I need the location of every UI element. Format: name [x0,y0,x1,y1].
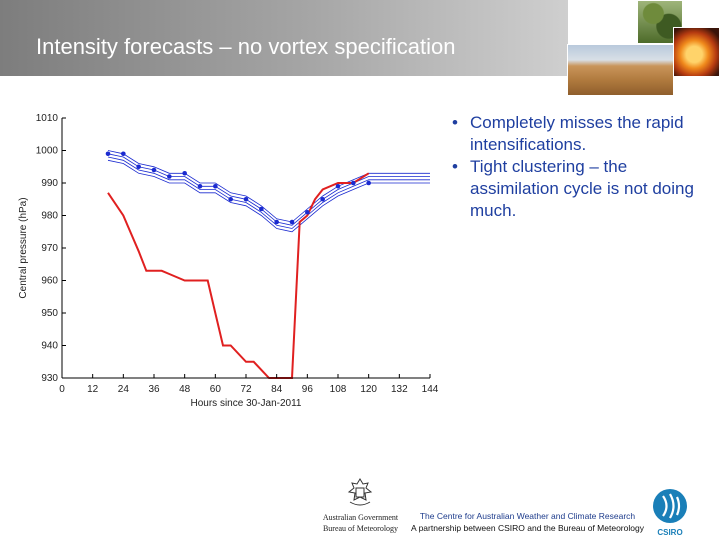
y-tick-label: 1010 [36,113,59,124]
observed-pressure-line [107,172,370,379]
bullet-item: • Completely misses the rapid intensifica… [450,112,695,156]
forecast-point [259,206,264,212]
y-tick-label: 930 [41,373,58,384]
bullet-item: • Tight clustering – the assimilation cyc… [450,156,695,222]
forecast-point [228,196,233,202]
ensemble-member-line [107,150,430,223]
gov-name: Australian Government [322,513,399,522]
plot-lines [107,150,430,379]
x-tick-label: 132 [391,384,408,395]
bullet-dot-icon: • [452,113,458,132]
australian-government-logo: Australian Government Bureau of Meteorol… [318,476,403,538]
wheat-field-photo [567,44,674,96]
footer-partnership: A partnership between CSIRO and the Bure… [411,523,644,533]
axes: 0 12 24 36 48 60 72 84 96 108 120 132 144 930 940 950 96… [36,113,439,395]
x-tick-label: 144 [422,384,439,395]
ensemble-member-line [107,156,430,229]
forecast-point [366,180,371,186]
forecast-point [320,196,325,202]
bureau-name: Bureau of Meteorology [322,524,399,533]
forecast-point [335,183,341,189]
x-tick-label: 72 [240,384,252,395]
forest-photo [637,0,683,44]
x-tick-label: 108 [330,384,347,395]
forecast-point [305,209,310,215]
pressure-chart: 0 12 24 36 48 60 72 84 96 108 120 132 144 930 940 950 96… [0,100,445,420]
bullet-text: Tight clustering – the assimilation cycl… [470,157,694,220]
forecast-point [182,170,187,176]
bullet-dot-icon: • [452,157,458,176]
x-tick-label: 0 [59,384,65,395]
y-tick-label: 990 [41,178,58,189]
bushfire-photo [673,27,720,77]
plot-points [105,151,371,225]
forecast-point [274,219,279,225]
forecast-point [351,180,356,186]
bullet-text: Completely misses the rapid intensificat… [470,113,684,154]
forecast-point [213,183,218,189]
x-tick-label: 12 [87,384,99,395]
ensemble-member-line [107,159,430,233]
forecast-point [289,219,295,225]
ensemble-member-line [107,153,430,226]
x-tick-label: 36 [148,384,160,395]
forecast-point [197,183,203,189]
coat-of-arms-icon [347,478,373,506]
csiro-wordmark: CSIRO [657,528,682,537]
forecast-point [121,151,126,157]
y-tick-label: 950 [41,308,58,319]
forecast-point [136,164,141,170]
y-tick-label: 1000 [36,146,59,157]
slide-title: Intensity forecasts – no vortex specific… [36,34,456,59]
y-tick-label: 960 [41,276,58,287]
title-bar: Intensity forecasts – no vortex specific… [0,0,568,76]
chart-svg: 0 12 24 36 48 60 72 84 96 108 120 132 144 930 940 950 96… [18,113,439,409]
y-tick-label: 980 [41,211,58,222]
x-tick-label: 96 [302,384,314,395]
x-axis-label: Hours since 30-Jan-2011 [191,398,302,409]
footer-caption: The Centre for Australian Weather and Cl… [410,510,645,534]
y-tick-label: 940 [41,341,58,352]
x-tick-label: 84 [271,384,283,395]
x-tick-label: 120 [360,384,377,395]
bullet-list: • Completely misses the rapid intensifica… [450,112,695,222]
csiro-disc-icon [653,489,687,523]
forecast-point [151,167,157,173]
x-tick-label: 24 [118,384,130,395]
footer-centre-name: The Centre for Australian Weather and Cl… [419,511,636,521]
csiro-logo: CSIRO [653,489,687,537]
x-tick-label: 48 [179,384,191,395]
forecast-point [243,196,249,202]
y-tick-label: 970 [41,243,58,254]
y-axis-label: Central pressure (hPa) [18,197,29,298]
forecast-point [105,151,111,157]
x-tick-label: 60 [210,384,222,395]
forecast-point [167,174,172,179]
